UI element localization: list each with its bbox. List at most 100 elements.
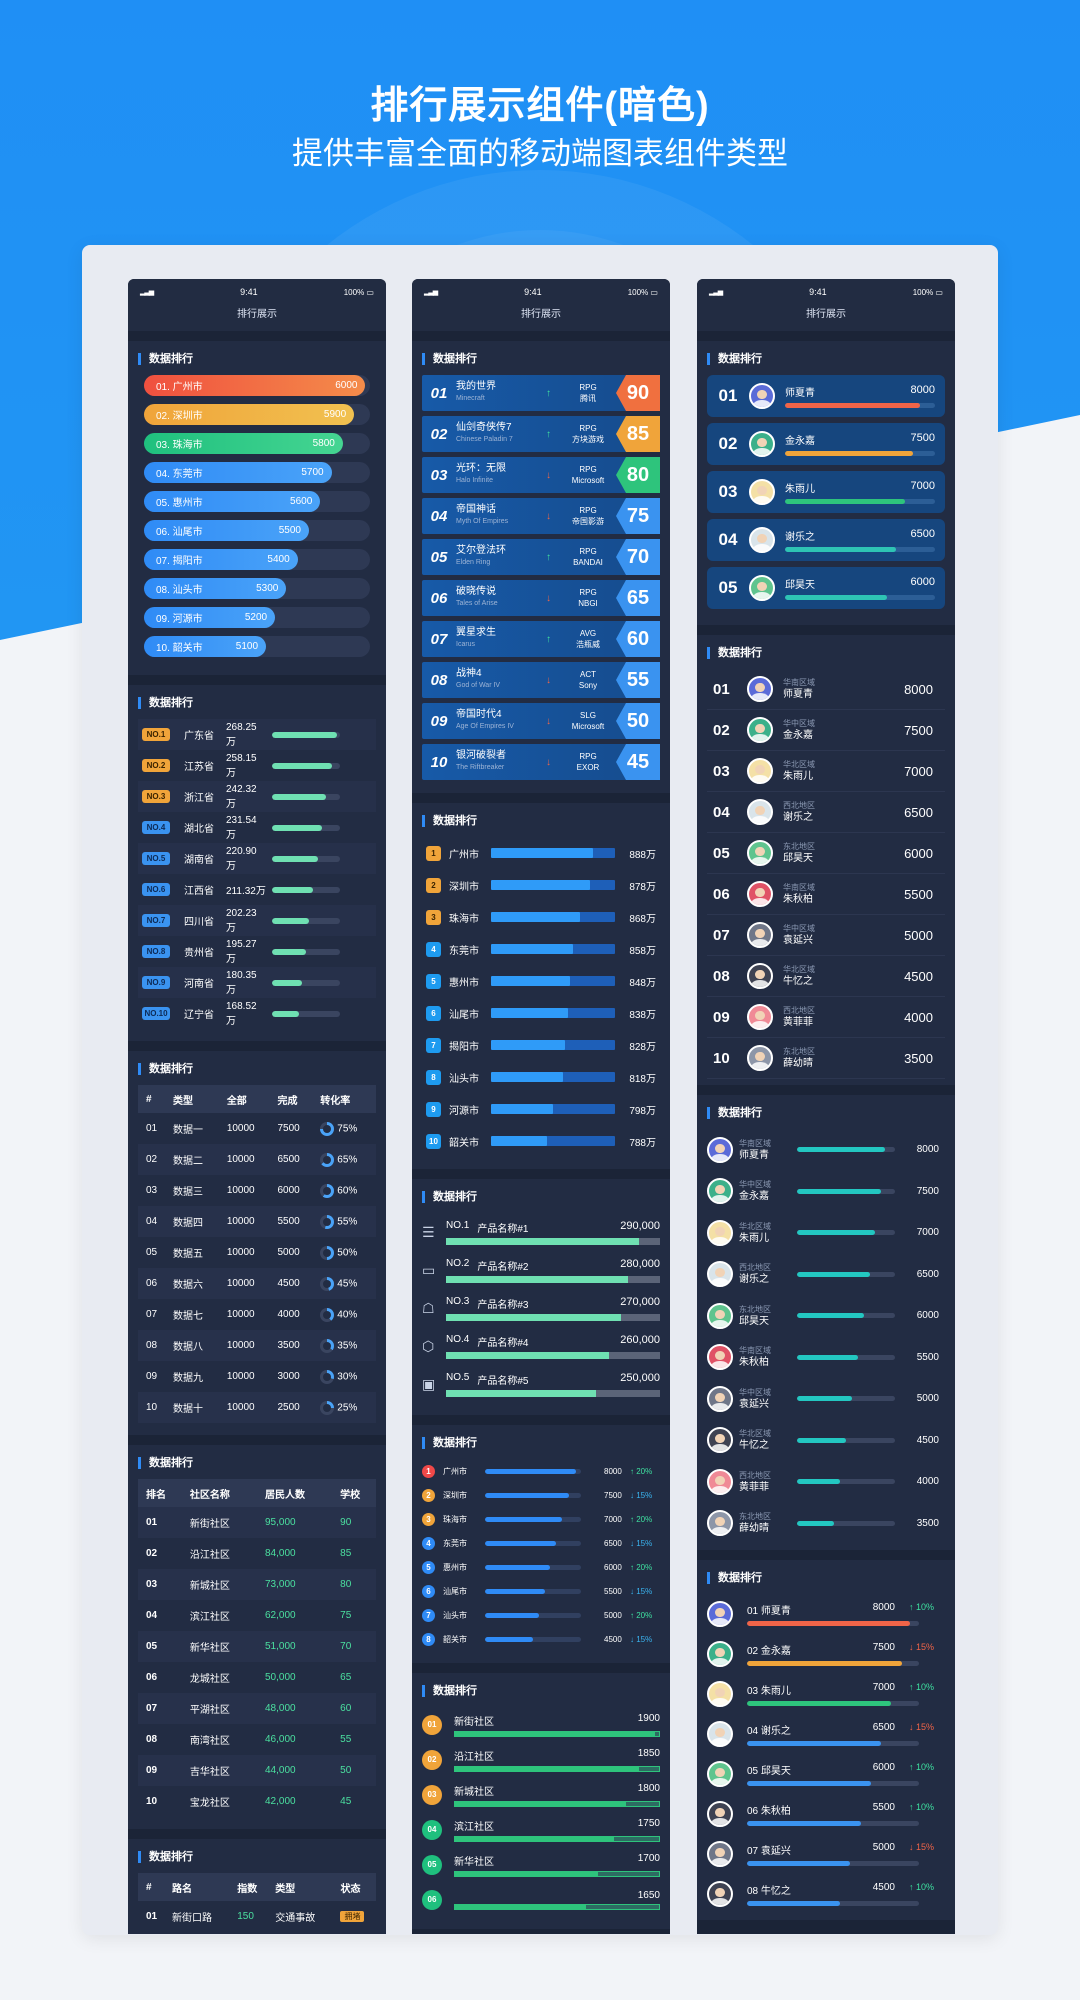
person-rank-row[interactable]: 07 华中区域 袁延兴 5000 <box>707 915 945 956</box>
community-rank-row[interactable]: 02 沿江社区 1850 <box>422 1742 660 1777</box>
city-rank-row[interactable]: 8 汕头市 818万 <box>422 1061 660 1093</box>
person-rank-row[interactable]: 04 西北地区 谢乐之 6500 <box>707 792 945 833</box>
person-bar-row[interactable]: 华北区域 牛忆之 4500 <box>707 1420 945 1462</box>
person-bar-row[interactable]: 华中区域 金永嘉 7500 <box>707 1171 945 1213</box>
table-row[interactable]: 06 龙城社区 50,000 65 <box>146 1672 352 1685</box>
table-row[interactable]: 04 数据四 10000 5500 55% <box>138 1206 376 1237</box>
person-rank-row[interactable]: 03 华北区域 朱雨儿 7000 <box>707 751 945 792</box>
product-rank-row[interactable]: ☰ NO.1 产品名称#1 290,000 <box>422 1213 660 1251</box>
game-rank-row[interactable]: 06 破晓传说 Tales of Arise ↓ RPG NBGI 65 <box>422 580 660 616</box>
product-rank-row[interactable]: ▭ NO.2 产品名称#2 280,000 <box>422 1251 660 1289</box>
city-rank-row[interactable]: 2 深圳市 878万 <box>422 869 660 901</box>
table-row[interactable]: 02 数据二 10000 6500 65% <box>138 1144 376 1175</box>
game-rank-row[interactable]: 05 艾尔登法环 Elden Ring ↑ RPG BANDAI 70 <box>422 539 660 575</box>
table-row[interactable]: 10 宝龙社区 42,000 45 <box>146 1796 352 1809</box>
city-rank-row[interactable]: 5 惠州市 848万 <box>422 965 660 997</box>
province-row[interactable]: NO.10 辽宁省 168.52万 <box>138 998 376 1029</box>
person-change-row[interactable]: 01 师夏青 8000 ↑ 10% <box>707 1594 945 1634</box>
city-change-row[interactable]: 7 汕头市 5000 ↑ 20% <box>422 1603 660 1627</box>
city-change-row[interactable]: 1 广州市 8000 ↑ 20% <box>422 1459 660 1483</box>
table-row[interactable]: 05 新华社区 51,000 70 <box>138 1631 376 1662</box>
person-bar-row[interactable]: 西北地区 黄菲菲 4000 <box>707 1461 945 1503</box>
table-row[interactable]: 01 数据一 10000 7500 75% <box>146 1121 358 1136</box>
person-bar-row[interactable]: 东北地区 邱昊天 6000 <box>707 1295 945 1337</box>
city-rank-row[interactable]: 6 汕尾市 838万 <box>422 997 660 1029</box>
product-rank-row[interactable]: ▣ NO.5 产品名称#5 250,000 <box>422 1365 660 1403</box>
table-row[interactable]: 01 新街口路 150 交通事故 拥堵 <box>138 1901 376 1932</box>
product-rank-row[interactable]: ⬡ NO.4 产品名称#4 260,000 <box>422 1327 660 1365</box>
game-rank-row[interactable]: 01 我的世界 Minecraft ↑ RPG 腾讯 90 <box>422 375 660 411</box>
person-rank-row[interactable]: 08 华北区域 牛忆之 4500 <box>707 956 945 997</box>
top-person-card[interactable]: 02 金永嘉 7500 <box>707 423 945 465</box>
province-row[interactable]: NO.6 江西省 211.32万 <box>138 874 376 905</box>
city-rank-row[interactable]: 10. 韶关市 5100 <box>144 636 370 657</box>
table-row[interactable]: 08 数据八 10000 3500 35% <box>138 1330 376 1361</box>
city-change-row[interactable]: 5 惠州市 6000 ↑ 20% <box>422 1555 660 1579</box>
province-row[interactable]: NO.8 贵州省 195.27万 <box>138 936 376 967</box>
province-row[interactable]: NO.5 湖南省 220.90万 <box>138 843 376 874</box>
person-rank-row[interactable]: 05 东北地区 邱昊天 6000 <box>707 833 945 874</box>
top-person-card[interactable]: 01 师夏青 8000 <box>707 375 945 417</box>
city-change-row[interactable]: 8 韶关市 4500 ↓ 15% <box>422 1627 660 1651</box>
city-change-row[interactable]: 3 珠海市 7000 ↑ 20% <box>422 1507 660 1531</box>
person-rank-row[interactable]: 10 东北地区 薛幼晴 3500 <box>707 1038 945 1079</box>
community-rank-row[interactable]: 06 1650 <box>422 1882 660 1917</box>
city-rank-row[interactable]: 3 珠海市 868万 <box>422 901 660 933</box>
table-row[interactable]: 02 沿江社区 84,000 85 <box>146 1548 352 1561</box>
top-person-card[interactable]: 05 邱昊天 6000 <box>707 567 945 609</box>
person-rank-row[interactable]: 09 西北地区 黄菲菲 4000 <box>707 997 945 1038</box>
city-rank-row[interactable]: 04. 东莞市 5700 <box>144 462 370 483</box>
person-bar-row[interactable]: 东北地区 薛幼晴 3500 <box>707 1503 945 1545</box>
table-row[interactable]: 03 新城社区 73,000 80 <box>138 1569 376 1600</box>
province-row[interactable]: NO.1 广东省 268.25万 <box>138 719 376 750</box>
person-change-row[interactable]: 07 袁延兴 5000 ↓ 15% <box>707 1834 945 1874</box>
province-row[interactable]: NO.9 河南省 180.35万 <box>138 967 376 998</box>
province-row[interactable]: NO.4 湖北省 231.54万 <box>138 812 376 843</box>
game-rank-row[interactable]: 10 银河破裂者 The Riftbreaker ↓ RPG EXOR 45 <box>422 744 660 780</box>
person-rank-row[interactable]: 06 华南区域 朱秋柏 5500 <box>707 874 945 915</box>
city-change-row[interactable]: 6 汕尾市 5500 ↓ 15% <box>422 1579 660 1603</box>
city-change-row[interactable]: 2 深圳市 7500 ↓ 15% <box>422 1483 660 1507</box>
table-row[interactable]: 07 平湖社区 48,000 60 <box>138 1693 376 1724</box>
person-change-row[interactable]: 05 邱昊天 6000 ↑ 10% <box>707 1754 945 1794</box>
city-rank-row[interactable]: 4 东莞市 858万 <box>422 933 660 965</box>
table-row[interactable]: 10 数据十 10000 2500 25% <box>138 1392 376 1423</box>
table-row[interactable]: 05 数据五 10000 5000 50% <box>146 1245 358 1260</box>
game-rank-row[interactable]: 02 仙剑奇侠传7 Chinese Paladin 7 ↑ RPG 方块游戏 85 <box>422 416 660 452</box>
person-change-row[interactable]: 03 朱雨儿 7000 ↑ 10% <box>707 1674 945 1714</box>
city-rank-row[interactable]: 03. 珠海市 5800 <box>144 433 370 454</box>
table-row[interactable]: 08 南湾社区 46,000 55 <box>146 1734 352 1747</box>
city-rank-row[interactable]: 06. 汕尾市 5500 <box>144 520 370 541</box>
game-rank-row[interactable]: 08 战神4 God of War IV ↓ ACT Sony 55 <box>422 662 660 698</box>
city-rank-row[interactable]: 09. 河源市 5200 <box>144 607 370 628</box>
person-rank-row[interactable]: 02 华中区域 金永嘉 7500 <box>707 710 945 751</box>
game-rank-row[interactable]: 09 帝国时代4 Age Of Empires IV ↓ SLG Microsoft 50 <box>422 703 660 739</box>
province-row[interactable]: NO.7 四川省 202.23万 <box>138 905 376 936</box>
game-rank-row[interactable]: 04 帝国神话 Myth Of Empires ↓ RPG 帝国影游 75 <box>422 498 660 534</box>
province-row[interactable]: NO.3 浙江省 242.32万 <box>138 781 376 812</box>
top-person-card[interactable]: 03 朱雨儿 7000 <box>707 471 945 513</box>
table-row[interactable]: 02广家林路145交通事故拥堵 <box>138 1932 376 1934</box>
community-rank-row[interactable]: 04 滨江社区 1750 <box>422 1812 660 1847</box>
person-bar-row[interactable]: 华中区域 袁延兴 5000 <box>707 1378 945 1420</box>
person-change-row[interactable]: 02 金永嘉 7500 ↓ 15% <box>707 1634 945 1674</box>
person-bar-row[interactable]: 华南区域 朱秋柏 5500 <box>707 1337 945 1379</box>
table-row[interactable]: 06 数据六 10000 4500 45% <box>138 1268 376 1299</box>
game-rank-row[interactable]: 07 翼星求生 Icarus ↑ AVG 浩瓶威 60 <box>422 621 660 657</box>
city-rank-row[interactable]: 7 揭阳市 828万 <box>422 1029 660 1061</box>
person-bar-row[interactable]: 西北地区 谢乐之 6500 <box>707 1254 945 1296</box>
community-rank-row[interactable]: 01 新街社区 1900 <box>422 1707 660 1742</box>
table-row[interactable]: 09 吉华社区 44,000 50 <box>138 1755 376 1786</box>
person-change-row[interactable]: 06 朱秋柏 5500 ↑ 10% <box>707 1794 945 1834</box>
person-bar-row[interactable]: 华北区域 朱雨儿 7000 <box>707 1212 945 1254</box>
city-rank-row[interactable]: 01. 广州市 6000 <box>144 375 370 396</box>
city-rank-row[interactable]: 10 韶关市 788万 <box>422 1125 660 1157</box>
city-rank-row[interactable]: 07. 揭阳市 5400 <box>144 549 370 570</box>
table-row[interactable]: 07 数据七 10000 4000 40% <box>146 1307 358 1322</box>
table-row[interactable]: 01 新街社区 95,000 90 <box>138 1507 376 1538</box>
top-person-card[interactable]: 04 谢乐之 6500 <box>707 519 945 561</box>
city-rank-row[interactable]: 05. 惠州市 5600 <box>144 491 370 512</box>
province-row[interactable]: NO.2 江苏省 258.15万 <box>138 750 376 781</box>
table-row[interactable]: 09 数据九 10000 3000 30% <box>146 1369 358 1384</box>
game-rank-row[interactable]: 03 光环：无限 Halo Infinite ↓ RPG Microsoft 80 <box>422 457 660 493</box>
